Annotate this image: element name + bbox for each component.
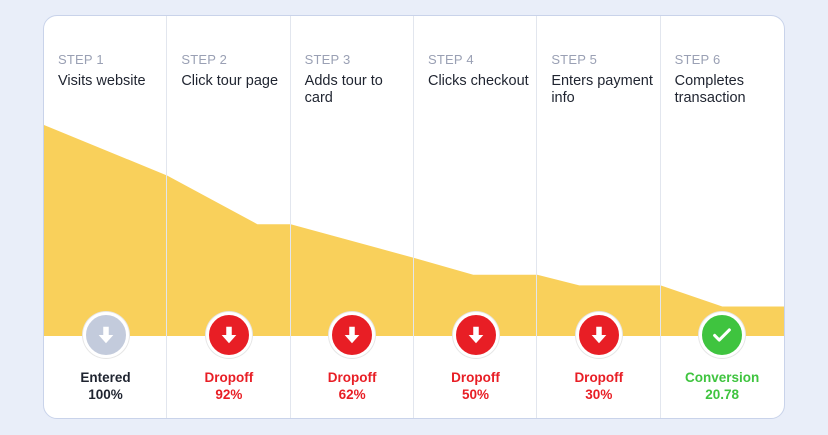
- step-title: Enters payment info: [551, 73, 653, 106]
- funnel-step-5: STEP 5 Enters payment info Dropoff 30%: [537, 16, 661, 418]
- arrow-down-icon: [218, 324, 240, 346]
- step-title: Clicks checkout: [427, 73, 529, 89]
- step-status-label: Entered 100%: [44, 369, 167, 403]
- step-number: STEP 1: [58, 52, 104, 67]
- status-value: 62%: [338, 387, 366, 402]
- status-text: Dropoff: [327, 370, 377, 385]
- status-value: 92%: [215, 387, 243, 402]
- step-number: STEP 4: [427, 52, 474, 67]
- status-text: Dropoff: [451, 370, 500, 385]
- step-status-label: Dropoff 30%: [537, 369, 660, 403]
- funnel-step-4: STEP 4 Clicks checkout Dropoff 50%: [414, 16, 538, 418]
- checkmark-icon: [711, 324, 733, 346]
- step-number: STEP 2: [181, 52, 228, 67]
- step-title: Click tour page: [181, 73, 279, 89]
- step-number: STEP 5: [551, 52, 598, 67]
- status-value: 100%: [88, 387, 123, 402]
- funnel-step-3: STEP 3 Adds tour to card Dropoff 62%: [291, 16, 414, 418]
- funnel-step-2: STEP 2 Click tour page Dropoff 92%: [167, 16, 291, 418]
- funnel-card: STEP 1 Visits website Entered 100% STEP 2 Cli…: [43, 15, 785, 419]
- step-status-label: Conversion 20.78: [661, 369, 784, 403]
- conversion-badge: [699, 312, 746, 358]
- dropoff-badge: [205, 312, 252, 358]
- status-value: 30%: [585, 387, 613, 402]
- status-value: 50%: [461, 387, 489, 402]
- status-text: Conversion: [685, 370, 760, 385]
- step-number: STEP 6: [674, 52, 721, 67]
- step-number: STEP 3: [304, 52, 351, 67]
- status-text: Entered: [80, 370, 131, 385]
- step-status-label: Dropoff 50%: [414, 369, 537, 403]
- dropoff-badge: [575, 312, 622, 358]
- step-title: Visits website: [58, 73, 146, 89]
- funnel-chart: [44, 125, 784, 336]
- step-status-label: Dropoff 92%: [167, 369, 290, 403]
- arrow-down-icon: [588, 324, 610, 346]
- funnel-step-6: STEP 6 Completes transaction Conversion 20.…: [661, 16, 784, 418]
- arrow-down-icon: [465, 324, 487, 346]
- step-title: Adds tour to card: [304, 73, 383, 106]
- step-title: Completes transaction: [674, 73, 746, 106]
- status-text: Dropoff: [574, 370, 624, 385]
- entered-badge: [82, 312, 129, 358]
- step-status-label: Dropoff 62%: [291, 369, 414, 403]
- dropoff-badge: [329, 312, 376, 358]
- arrow-down-icon: [95, 324, 117, 346]
- dropoff-badge: [452, 312, 499, 358]
- funnel-area: [44, 125, 784, 336]
- status-value: 20.78: [705, 387, 740, 402]
- funnel-step-1: STEP 1 Visits website Entered 100%: [44, 16, 168, 418]
- arrow-down-icon: [341, 324, 363, 346]
- status-text: Dropoff: [204, 370, 254, 385]
